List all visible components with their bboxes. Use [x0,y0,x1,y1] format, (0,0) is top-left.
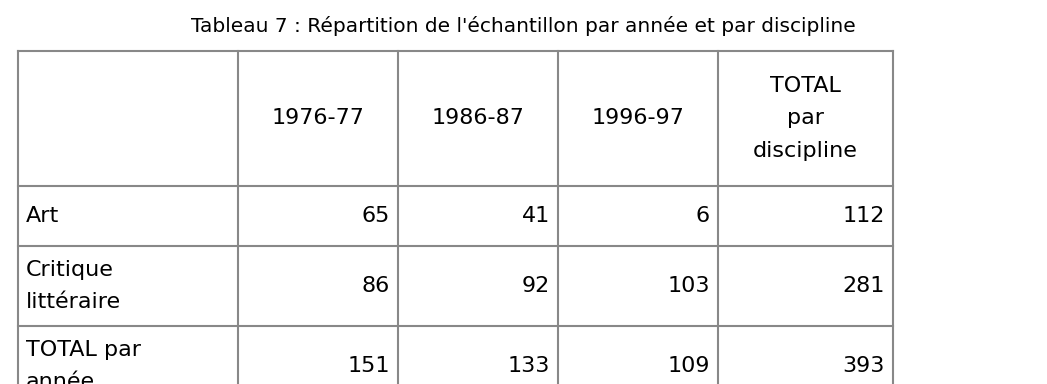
Text: 112: 112 [843,206,885,226]
Text: 393: 393 [843,356,885,376]
Text: 1976-77: 1976-77 [271,109,364,129]
Text: 92: 92 [521,276,550,296]
Text: Critique
littéraire: Critique littéraire [26,260,121,313]
Text: 86: 86 [362,276,389,296]
Text: 151: 151 [348,356,389,376]
Text: Tableau 7 : Répartition de l'échantillon par année et par discipline: Tableau 7 : Répartition de l'échantillon… [192,15,855,35]
Text: 133: 133 [508,356,550,376]
Text: 1986-87: 1986-87 [431,109,525,129]
Text: TOTAL par
année: TOTAL par année [26,339,141,384]
Text: 6: 6 [696,206,710,226]
Text: Art: Art [26,206,60,226]
Text: TOTAL
par
discipline: TOTAL par discipline [753,76,857,161]
Text: 109: 109 [668,356,710,376]
Text: 41: 41 [521,206,550,226]
Text: 281: 281 [843,276,885,296]
Text: 65: 65 [361,206,389,226]
Text: 103: 103 [668,276,710,296]
Text: 1996-97: 1996-97 [592,109,685,129]
